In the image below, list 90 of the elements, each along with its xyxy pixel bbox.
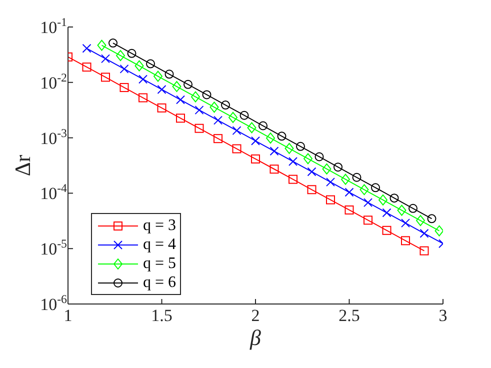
y-tick-label: 10$^{-5}$: [40, 236, 68, 259]
point: [434, 225, 443, 236]
point: [176, 114, 185, 123]
point: [138, 74, 148, 84]
point: [390, 194, 399, 203]
point: [416, 215, 425, 226]
point: [360, 184, 369, 196]
point: [194, 124, 204, 133]
x-tick-label: 2: [251, 306, 260, 326]
y-axis-title: Δr: [10, 154, 35, 176]
point: [288, 156, 298, 166]
point: [184, 80, 192, 89]
point: [364, 198, 372, 208]
point: [157, 84, 166, 94]
point: [146, 59, 155, 68]
x-tick-label: 2.5: [338, 306, 360, 326]
point: [352, 172, 362, 182]
x-tick-label: 1.5: [151, 306, 172, 326]
legend-label: q = 5: [143, 254, 176, 272]
point: [97, 40, 106, 51]
point: [277, 132, 286, 141]
point: [194, 106, 204, 115]
point: [326, 195, 335, 204]
point: [341, 174, 350, 185]
point: [304, 153, 312, 164]
point: [420, 228, 429, 238]
point: [202, 90, 212, 100]
point: [420, 246, 429, 256]
point: [164, 70, 174, 79]
y-tick-label: 10$^{-1}$: [40, 15, 68, 37]
point: [191, 91, 200, 102]
point: [314, 152, 324, 162]
point: [138, 93, 148, 102]
point: [214, 134, 222, 144]
point: [232, 126, 242, 136]
point: [288, 174, 298, 184]
y-tick-label: 10$^{-4}$: [40, 181, 68, 204]
point: [266, 132, 275, 144]
point: [427, 214, 436, 224]
point: [101, 72, 110, 82]
point: [258, 121, 268, 130]
point: [371, 183, 380, 192]
point: [240, 110, 249, 120]
point: [251, 154, 260, 164]
legend-label: q = 4: [143, 236, 176, 254]
point: [382, 208, 392, 218]
point: [270, 164, 279, 174]
point: [214, 116, 222, 125]
point: [134, 60, 144, 72]
point: [401, 218, 410, 228]
point: [334, 162, 342, 172]
point: [364, 216, 372, 225]
x-axis-title: β: [249, 325, 262, 350]
point: [408, 204, 418, 213]
legend-label: q = 3: [143, 216, 176, 234]
point: [120, 83, 129, 92]
point: [116, 50, 125, 62]
point: [232, 144, 242, 154]
point: [270, 146, 279, 156]
x-tick-label: 3: [438, 306, 448, 326]
point: [382, 226, 392, 235]
y-tick-label: 10$^{-3}$: [40, 126, 68, 148]
point: [344, 205, 354, 214]
point: [378, 194, 388, 206]
point: [322, 163, 332, 174]
point: [176, 95, 185, 104]
point: [82, 44, 92, 53]
point: [307, 185, 316, 194]
point: [284, 142, 294, 154]
point: [101, 54, 110, 64]
point: [228, 112, 238, 123]
point: [247, 122, 256, 134]
point: [120, 64, 129, 74]
point: [401, 236, 410, 246]
point: [127, 48, 136, 58]
legend-label: q = 6: [143, 274, 176, 292]
y-tick-label: 10$^{-2}$: [40, 70, 68, 92]
point: [251, 136, 260, 146]
point: [307, 167, 316, 176]
point: [397, 204, 406, 216]
point: [296, 142, 305, 151]
point: [344, 188, 354, 197]
point: [221, 100, 230, 110]
point: [108, 38, 118, 48]
point: [82, 62, 92, 72]
point: [157, 103, 166, 112]
point: [154, 70, 162, 82]
point: [210, 102, 219, 113]
point: [326, 178, 335, 187]
point: [172, 81, 182, 92]
